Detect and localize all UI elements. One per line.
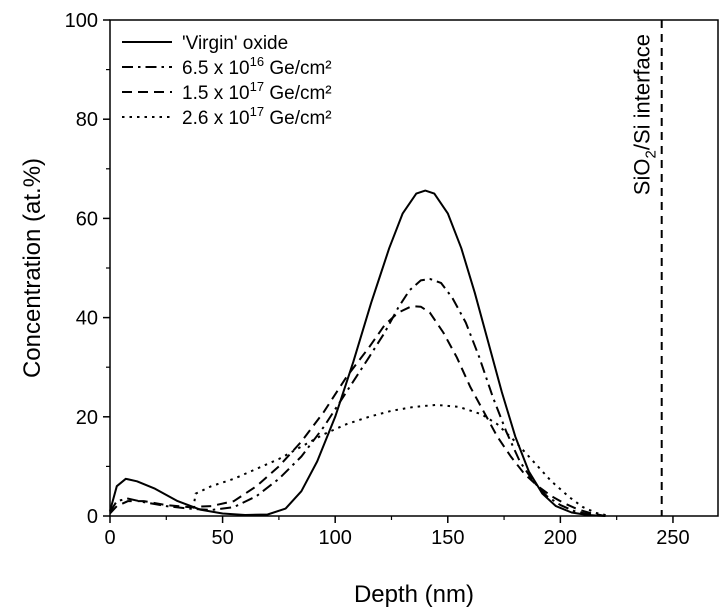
annotation-label-main: SiO bbox=[630, 159, 655, 196]
y-tick-label: 20 bbox=[76, 407, 98, 429]
y-tick-label: 100 bbox=[65, 10, 98, 32]
interface-annotation-label: SiO2/Si interface bbox=[630, 34, 660, 195]
x-axis-title: Depth (nm) bbox=[354, 581, 474, 608]
legend-label-1: 'Virgin' oxide bbox=[182, 33, 288, 54]
x-tick-label: 100 bbox=[318, 527, 351, 549]
series-line-2 bbox=[109, 277, 602, 517]
series-line-1 bbox=[109, 189, 606, 517]
ticks: 0 50 100 150 200 250 0 20 40 60 80 100 bbox=[65, 10, 690, 549]
legend-label-4: 2.6 x 1017 Ge/cm² bbox=[182, 104, 332, 129]
plot-lines bbox=[109, 189, 611, 517]
annotation-label-rest: /Si interface bbox=[630, 34, 655, 150]
y-tick-label: 60 bbox=[76, 208, 98, 230]
x-tick-label: 150 bbox=[431, 527, 464, 549]
x-tick-label: 200 bbox=[544, 527, 577, 549]
legend-label-3: 1.5 x 1017 Ge/cm² bbox=[182, 79, 332, 104]
y-tick-label: 80 bbox=[76, 109, 98, 131]
annotation-label-subscript: 2 bbox=[643, 150, 660, 158]
y-tick-label: 0 bbox=[87, 506, 98, 528]
legend-label-2: 6.5 x 1016 Ge/cm² bbox=[182, 54, 332, 79]
y-tick-label: 40 bbox=[76, 308, 98, 330]
y-axis-title: Concentration (at.%) bbox=[19, 158, 46, 378]
series-line-3 bbox=[109, 305, 606, 517]
x-tick-label: 250 bbox=[656, 527, 689, 549]
x-tick-label: 50 bbox=[211, 527, 233, 549]
x-tick-label: 0 bbox=[104, 527, 115, 549]
